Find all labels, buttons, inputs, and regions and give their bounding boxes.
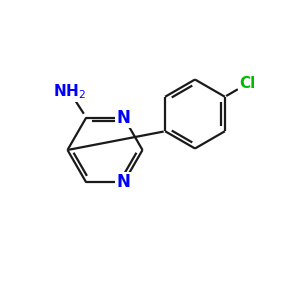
Text: NH$_2$: NH$_2$ xyxy=(53,83,86,101)
Text: N: N xyxy=(117,109,131,127)
Text: N: N xyxy=(117,173,131,191)
Text: Cl: Cl xyxy=(239,76,255,92)
